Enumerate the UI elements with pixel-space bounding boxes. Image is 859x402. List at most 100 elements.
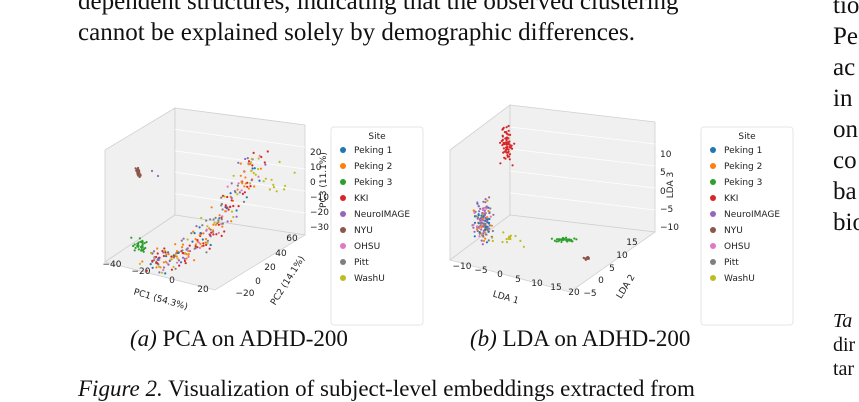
point <box>473 221 477 224</box>
point <box>483 209 486 212</box>
point <box>293 171 296 174</box>
point <box>555 240 558 243</box>
y-axis-label: LDA 2 <box>615 273 638 301</box>
point <box>239 174 242 177</box>
point <box>158 271 161 274</box>
point <box>499 162 502 165</box>
point <box>247 187 250 190</box>
point <box>218 217 221 220</box>
point <box>176 261 179 264</box>
legend-marker <box>340 259 346 265</box>
point <box>505 241 509 244</box>
point <box>202 242 205 245</box>
point <box>205 219 208 222</box>
point <box>275 190 278 193</box>
point <box>486 199 489 202</box>
axis-pane <box>104 214 307 291</box>
point <box>506 146 509 149</box>
subcaption-text: PCA on ADHD-200 <box>162 326 348 351</box>
point <box>164 260 168 263</box>
point <box>586 257 590 260</box>
point <box>565 239 568 242</box>
z-tick-label: 0 <box>310 178 316 188</box>
point <box>196 246 199 249</box>
point <box>483 231 486 234</box>
point <box>484 228 487 231</box>
subcaption: (b) LDA on ADHD-200 <box>470 326 690 352</box>
point <box>193 259 196 262</box>
point <box>229 205 232 209</box>
point <box>165 253 168 256</box>
point <box>505 139 508 142</box>
point <box>513 142 516 145</box>
z-tick-label: 10 <box>310 163 322 173</box>
point <box>201 238 204 241</box>
point <box>193 247 196 250</box>
legend-label: Pitt <box>724 258 739 268</box>
point <box>266 150 269 153</box>
y-tick-label: 0 <box>255 277 261 287</box>
legend-label: Peking 1 <box>724 146 762 156</box>
y-tick-label: 0 <box>598 276 604 286</box>
pane-grid <box>174 193 306 214</box>
point <box>264 163 267 166</box>
point <box>502 147 505 150</box>
point <box>183 259 186 263</box>
legend-marker <box>710 147 716 153</box>
point <box>193 232 196 235</box>
point <box>488 217 491 221</box>
point <box>162 266 166 269</box>
point <box>509 133 512 136</box>
point <box>155 261 158 264</box>
point <box>504 131 508 134</box>
point <box>181 246 184 249</box>
point <box>480 239 483 242</box>
point <box>478 227 481 230</box>
right-column-line: on <box>833 116 858 143</box>
right-column-line: ba <box>833 178 857 205</box>
point <box>172 256 176 259</box>
point <box>209 243 212 247</box>
point <box>204 237 208 241</box>
point <box>478 231 481 234</box>
point <box>152 259 156 262</box>
point <box>519 239 522 242</box>
z-tick-label: −5 <box>660 205 673 215</box>
point <box>278 160 281 163</box>
point <box>510 147 513 150</box>
point <box>220 222 223 226</box>
x-tick-label: 0 <box>169 276 175 286</box>
point <box>252 151 255 154</box>
point <box>172 265 175 268</box>
legend-marker <box>340 275 346 281</box>
point <box>258 154 261 157</box>
point <box>242 200 246 203</box>
point <box>247 160 251 163</box>
point <box>133 243 136 246</box>
point <box>174 243 177 246</box>
point <box>569 239 572 242</box>
figure-caption-label: Figure 2. <box>78 376 163 401</box>
point <box>571 240 574 243</box>
point <box>479 207 482 210</box>
point <box>510 144 513 147</box>
point <box>214 223 217 226</box>
subcaption-label: (a) <box>130 326 157 351</box>
point <box>161 271 164 274</box>
point <box>192 230 195 233</box>
x-tick-label: −20 <box>132 267 151 277</box>
point <box>246 181 249 184</box>
legend-label: WashU <box>724 274 755 284</box>
point <box>485 241 489 244</box>
point <box>220 218 223 221</box>
point <box>157 257 160 260</box>
x-tick-label: 5 <box>515 275 521 285</box>
legend-marker <box>340 227 346 233</box>
point <box>198 234 201 237</box>
point <box>151 252 154 255</box>
right-column-line: in <box>833 85 853 112</box>
point <box>507 236 511 239</box>
legend-label: NeuroIMAGE <box>724 210 780 220</box>
legend-label: WashU <box>354 274 385 284</box>
point <box>502 231 505 234</box>
